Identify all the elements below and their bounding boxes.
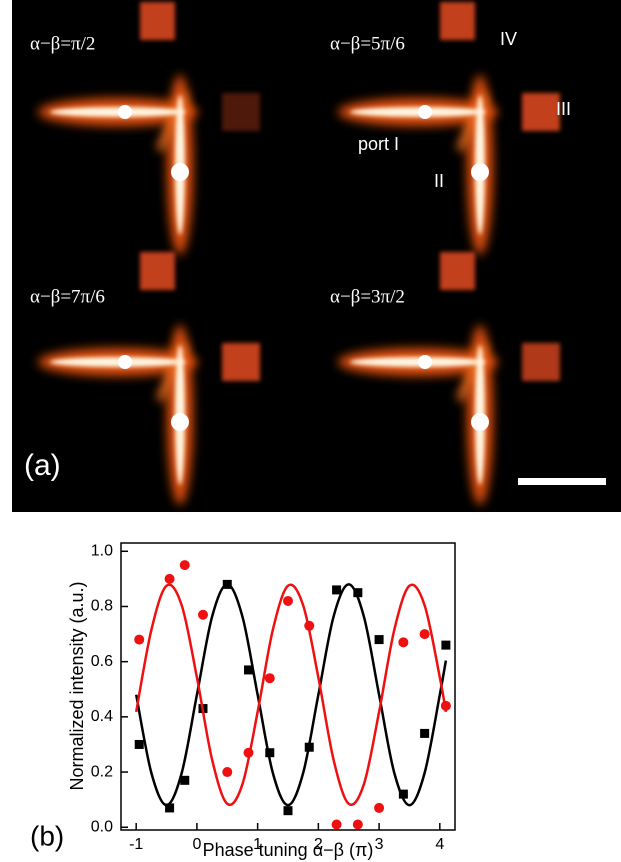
beam [471,163,489,181]
beam [171,163,189,181]
point [222,767,233,778]
x-tick-label: 1 [253,836,262,853]
y-tick-label: 0.8 [91,598,113,615]
top-spot [140,252,175,290]
port-label: IV [500,29,517,49]
port-label: III [556,99,571,119]
beam [118,355,132,369]
fit-line [134,583,448,807]
inset-label: α−β=π/2 [30,33,95,54]
port-label: port I [358,134,399,154]
top-spot [440,252,475,290]
point [134,634,145,645]
side-spot [222,93,260,131]
top-spot [140,2,175,40]
point [332,585,342,595]
point [374,802,385,813]
scale-bar [518,478,606,485]
point [283,595,293,606]
port-label: II [434,171,444,191]
point [398,637,409,648]
x-axis-label: Phase tuning α−β (π) [203,840,374,860]
beam [418,355,432,369]
point [264,673,275,684]
point [441,640,451,650]
plot: -1 0 1 2 3 4 0.0 0.2 0.4 0.6 0.8 1.0 [91,542,456,853]
point [353,588,363,598]
y-axis-label: Normalized intensity (a.u.) [67,581,87,790]
micrograph [12,0,621,512]
x-tick-label: 3 [375,836,384,853]
y-tick-label: 0.4 [91,708,113,725]
point [331,819,342,830]
inset-label: α−β=7π/6 [30,286,105,307]
point [398,789,408,799]
inset-label: α−β=3π/2 [330,286,405,307]
point [180,775,190,785]
side-spot [522,343,560,381]
micrograph-patterns [38,2,560,505]
point [165,803,175,813]
beam [418,105,432,119]
point [265,748,275,758]
point [420,728,430,738]
point [244,665,254,675]
point [419,629,430,640]
inset-label: α−β=5π/6 [330,33,405,54]
point [374,635,384,645]
point [283,806,293,816]
x-tick-label: 4 [435,836,444,853]
y-tick-label: 0.2 [91,763,113,780]
y-tick-label: 0.6 [91,653,113,670]
point [134,739,144,749]
side-spot [522,93,560,131]
point [352,819,363,830]
y-tick-label: 1.0 [91,542,113,559]
beam [171,413,189,431]
panel-label: (b) [30,820,64,851]
panel-label: (a) [24,449,61,482]
x-tick-label: -1 [129,836,143,853]
point [197,609,208,620]
fit-line [134,583,448,806]
top-spot [440,2,475,40]
x-tick-label: 0 [192,836,201,853]
x-tick-label: 2 [314,836,323,853]
beam [471,413,489,431]
point [164,573,175,584]
y-tick-label: 0.0 [91,818,113,835]
point [179,560,190,571]
beam [118,105,132,119]
plot-frame [120,542,456,831]
side-spot [222,343,260,381]
